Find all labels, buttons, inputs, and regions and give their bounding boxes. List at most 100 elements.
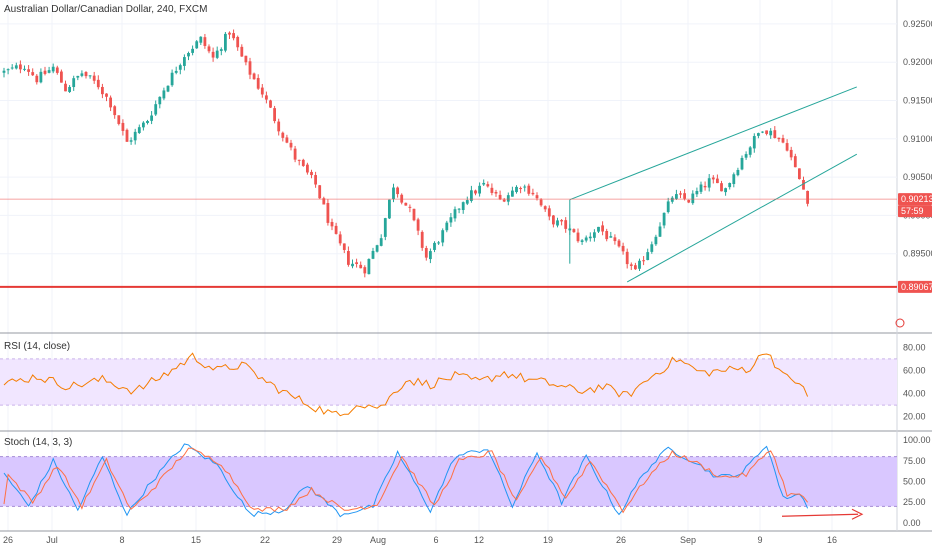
candle-body <box>777 137 781 140</box>
candle-body <box>650 244 654 252</box>
candle-body <box>736 169 740 176</box>
candle-body <box>511 190 514 197</box>
candle-body <box>113 106 117 116</box>
candle-body <box>773 130 777 139</box>
channel-upper-line <box>569 86 857 201</box>
candle-body <box>531 192 535 195</box>
rsi-tick-label: 20.00 <box>903 412 926 422</box>
time-tick-label: 15 <box>191 535 201 545</box>
candle-body <box>802 179 805 190</box>
channel-lower-line <box>626 153 858 283</box>
candle-body <box>31 72 35 76</box>
candle-body <box>383 218 387 237</box>
candle-body <box>420 231 424 248</box>
candle-body <box>625 251 629 265</box>
candle-body <box>80 73 84 76</box>
candle-body <box>396 187 399 195</box>
stoch-pane <box>3 443 864 520</box>
candle-body <box>166 85 170 92</box>
candle-body <box>347 251 350 265</box>
candle-body <box>601 225 604 232</box>
candle-body <box>105 93 108 97</box>
time-tick-label: 22 <box>260 535 270 545</box>
candle-body <box>798 168 801 180</box>
candle-body <box>150 115 153 121</box>
candle-body <box>494 191 498 194</box>
candle-body <box>60 71 63 83</box>
candle-body <box>716 178 719 184</box>
candle-body <box>769 130 773 136</box>
candle-body <box>195 41 199 49</box>
axis-settings-icon <box>895 318 905 328</box>
candle-body <box>359 264 363 269</box>
candle-body <box>527 185 531 194</box>
candle-body <box>597 226 600 232</box>
candle-body <box>675 194 678 199</box>
candle-body <box>687 200 691 203</box>
countdown-tag-bg <box>898 205 932 218</box>
price-axis: 0.925000.920000.915000.910000.905000.900… <box>895 19 932 528</box>
candle-body <box>39 71 43 83</box>
candle-body <box>429 251 432 260</box>
time-tick-label: Sep <box>680 535 696 545</box>
candle-body <box>232 33 235 39</box>
candle-body <box>14 65 18 69</box>
time-tick-label: Aug <box>370 535 386 545</box>
time-tick-label: 9 <box>757 535 762 545</box>
rsi-tick-label: 60.00 <box>903 365 926 375</box>
candle-body <box>146 120 149 124</box>
candle-body <box>707 178 711 188</box>
candle-body <box>183 57 186 66</box>
time-axis: 26 Jul 8 15 22 29 Aug 6 12 19 26 Sep 9 16 <box>3 535 837 545</box>
candle-body <box>207 46 211 52</box>
candle-body <box>371 250 375 259</box>
candle-body <box>129 140 133 142</box>
candle-body <box>187 52 190 57</box>
candle-body <box>761 131 764 133</box>
candle-body <box>580 240 584 243</box>
time-tick-label: 6 <box>433 535 438 545</box>
support-price-tag: 0.89067 <box>901 282 932 292</box>
candle-body <box>498 194 502 200</box>
candle-body <box>441 230 445 243</box>
candle-body <box>564 220 568 229</box>
candle-body <box>748 147 752 155</box>
candle-body <box>306 164 309 173</box>
candle-body <box>785 143 789 151</box>
countdown-tag: 57:59 <box>901 206 924 216</box>
candle-body <box>490 187 494 193</box>
candle-body <box>84 72 88 77</box>
stoch-tick-label: 50.00 <box>903 477 926 487</box>
candle-body <box>351 263 354 267</box>
candle-body <box>506 195 510 202</box>
candle-body <box>711 177 715 180</box>
candle-body <box>703 185 707 188</box>
candle-body <box>72 78 76 88</box>
price-pane <box>0 29 897 288</box>
candle-body <box>593 232 596 238</box>
candle-body <box>96 79 100 88</box>
candle-body <box>453 209 457 219</box>
time-tick-label: 26 <box>3 535 13 545</box>
stoch-tick-label: 0.00 <box>903 518 921 528</box>
candle-body <box>552 215 555 225</box>
candle-body <box>23 68 26 70</box>
candle-body <box>752 136 756 149</box>
candle-body <box>314 175 317 185</box>
candle-body <box>121 122 125 131</box>
candle-body <box>248 61 252 75</box>
candle-body <box>219 49 223 51</box>
candle-body <box>125 129 129 142</box>
candle-body <box>433 242 436 250</box>
stoch-tick-label: 75.00 <box>903 456 926 466</box>
candle-body <box>162 90 166 99</box>
candle-body <box>654 236 658 245</box>
candle-body <box>658 226 662 237</box>
stoch-k-line <box>3 443 809 518</box>
candle-body <box>47 70 51 73</box>
candle-body <box>199 36 203 43</box>
candle-body <box>728 182 732 188</box>
